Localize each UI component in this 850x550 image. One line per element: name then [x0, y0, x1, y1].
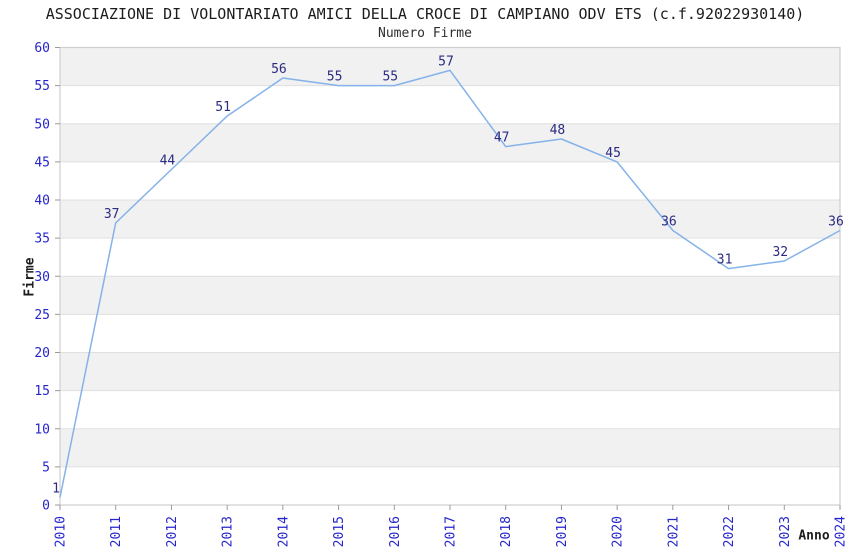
y-tick-label: 45	[34, 155, 50, 170]
y-axis-title: Firme	[22, 257, 38, 297]
series-line	[59, 69, 841, 498]
data-label: 51	[215, 100, 231, 115]
x-tick-label: 2020	[611, 516, 626, 547]
x-tick-label: 2024	[834, 516, 849, 547]
chart-title: ASSOCIAZIONE DI VOLONTARIATO AMICI DELLA…	[45, 5, 805, 23]
grid-band	[60, 238, 840, 277]
data-label: 1	[52, 481, 60, 496]
x-tick-label: 2015	[332, 516, 347, 547]
grid-band	[60, 276, 840, 315]
grid-band	[60, 123, 840, 162]
x-tick-label: 2014	[276, 516, 291, 547]
grid-band	[60, 352, 840, 391]
data-label: 56	[271, 62, 287, 77]
x-axis-title: Anno	[798, 528, 830, 544]
y-tick-label: 25	[34, 308, 50, 323]
y-tick-label: 10	[34, 422, 50, 437]
x-tick-label: 2011	[109, 516, 124, 547]
y-tick-label: 60	[34, 41, 50, 56]
x-tick-label: 2021	[666, 516, 681, 547]
data-label: 44	[160, 154, 176, 169]
data-label: 55	[327, 70, 343, 85]
data-label: 45	[605, 146, 621, 161]
y-tick-label: 35	[34, 232, 50, 247]
y-tick-label: 20	[34, 346, 50, 361]
data-label: 57	[438, 54, 454, 69]
data-label: 47	[494, 131, 510, 146]
data-label: 36	[828, 215, 844, 230]
grid-band	[60, 200, 840, 239]
y-tick-label: 5	[42, 460, 50, 475]
grid-band	[60, 428, 840, 467]
grid-band	[60, 161, 840, 200]
x-tick-label: 2010	[54, 516, 69, 547]
y-tick-label: 50	[34, 117, 50, 132]
y-tick-label: 40	[34, 194, 50, 209]
y-tick-label: 0	[42, 499, 50, 514]
x-tick-label: 2017	[444, 516, 459, 547]
x-tick-label: 2016	[388, 516, 403, 547]
data-label: 31	[717, 253, 733, 268]
data-label: 32	[772, 245, 788, 260]
x-tick-label: 2018	[499, 516, 514, 547]
x-tick-label: 2013	[221, 516, 236, 547]
grid-band	[60, 466, 840, 505]
grid-band	[60, 85, 840, 124]
chart-subtitle: Numero Firme	[378, 26, 472, 41]
x-tick-label: 2022	[722, 516, 737, 547]
data-label: 55	[382, 70, 398, 85]
grid-band	[60, 390, 840, 429]
grid-band	[60, 314, 840, 353]
data-label: 37	[104, 207, 120, 222]
data-label: 48	[550, 123, 566, 138]
x-tick-label: 2012	[165, 516, 180, 547]
x-tick-label: 2023	[778, 516, 793, 547]
y-tick-label: 15	[34, 384, 50, 399]
x-tick-label: 2019	[555, 516, 570, 547]
y-tick-label: 55	[34, 79, 50, 94]
grid-band	[60, 47, 840, 86]
data-label: 36	[661, 215, 677, 230]
y-tick-label: 30	[34, 270, 50, 285]
